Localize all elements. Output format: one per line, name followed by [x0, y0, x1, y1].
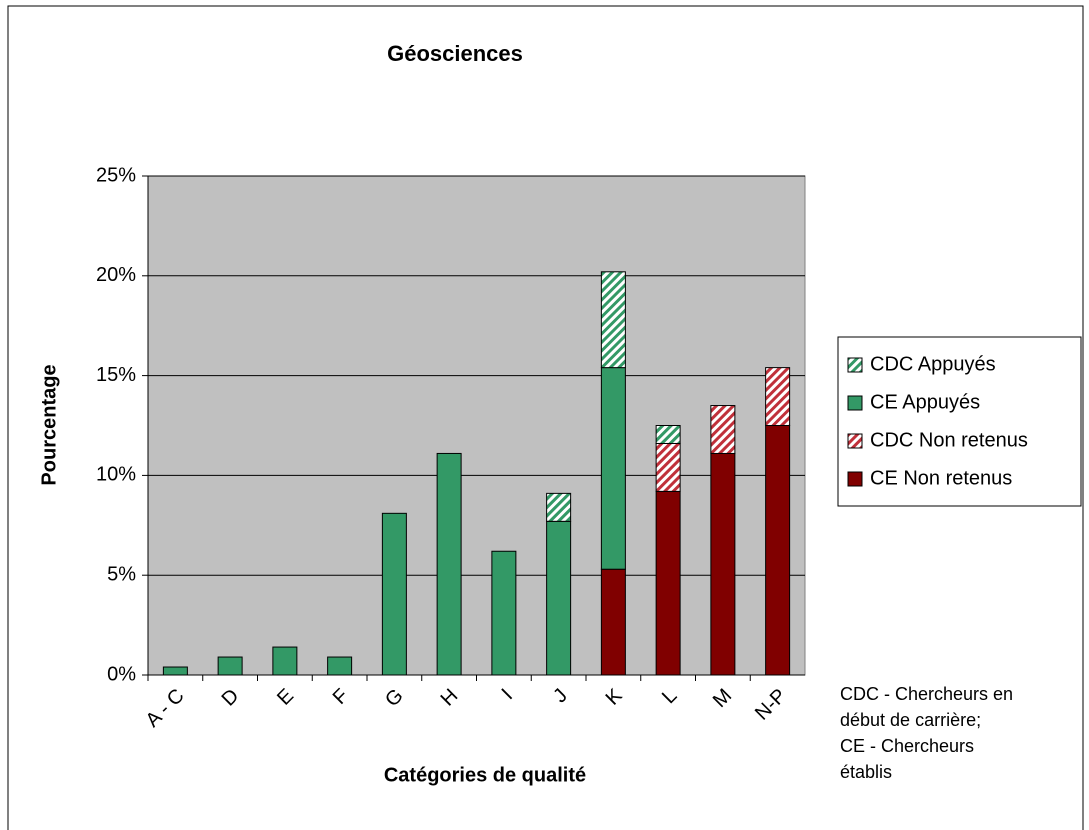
- bar-segment: [162, 666, 188, 676]
- y-tick-label: 25%: [96, 164, 136, 186]
- note: établis: [840, 762, 892, 782]
- bar-segment: [546, 492, 572, 522]
- bar-segment: [381, 512, 407, 676]
- bar-segment: [272, 646, 298, 676]
- x-tick-label: N-P: [751, 685, 791, 725]
- legend-swatch: [847, 433, 863, 449]
- bar-segment: [655, 425, 681, 444]
- x-tick-label: K: [602, 684, 627, 709]
- bar-segment: [600, 367, 626, 570]
- bar-segment: [765, 367, 791, 426]
- note: début de carrière;: [840, 710, 981, 730]
- bar-segment: [327, 656, 353, 676]
- x-tick-label: M: [709, 685, 736, 712]
- y-tick-label: 5%: [107, 563, 136, 585]
- bar-segment: [765, 425, 791, 676]
- x-tick-label: H: [437, 685, 463, 711]
- y-tick-label: 0%: [107, 663, 136, 685]
- note: CDC - Chercheurs en: [840, 684, 1013, 704]
- legend-swatch: [847, 395, 863, 411]
- x-tick-label: E: [273, 685, 298, 710]
- bar-segment: [491, 550, 517, 676]
- legend-box: [837, 336, 1082, 507]
- note: CE - Chercheurs: [840, 736, 974, 756]
- y-tick-label: 15%: [96, 364, 136, 386]
- bar-segment: [655, 490, 681, 676]
- legend-label: CE Appuyés: [870, 391, 980, 413]
- x-axis-label: Catégories de qualité: [384, 764, 586, 786]
- chart-title: Géosciences: [387, 41, 523, 66]
- y-tick-label: 10%: [96, 464, 136, 486]
- frame: [7, 5, 1084, 830]
- bar-segment: [710, 452, 736, 676]
- bar-segment: [436, 452, 462, 676]
- y-tick-label: 20%: [96, 264, 136, 286]
- x-tick-label: L: [658, 685, 681, 708]
- legend-label: CDC Non retenus: [870, 429, 1028, 451]
- x-tick-label: G: [381, 685, 408, 712]
- bar-segment: [600, 271, 626, 369]
- bar-segment: [710, 405, 736, 454]
- bar-segment: [217, 656, 243, 676]
- legend-label: CDC Appuyés: [870, 353, 996, 375]
- legend-swatch: [847, 471, 863, 487]
- x-tick-label: J: [549, 685, 572, 708]
- bar-segment: [546, 520, 572, 676]
- x-tick-label: I: [498, 685, 517, 704]
- legend-swatch: [847, 357, 863, 373]
- x-tick-label: F: [329, 685, 353, 709]
- bar-segment: [655, 442, 681, 492]
- x-tick-label: A - C: [142, 685, 189, 732]
- plot-area: [147, 175, 806, 676]
- y-axis-label: Pourcentage: [38, 364, 60, 485]
- legend-label: CE Non retenus: [870, 467, 1012, 489]
- bar-segment: [600, 568, 626, 676]
- x-tick-label: D: [218, 685, 244, 711]
